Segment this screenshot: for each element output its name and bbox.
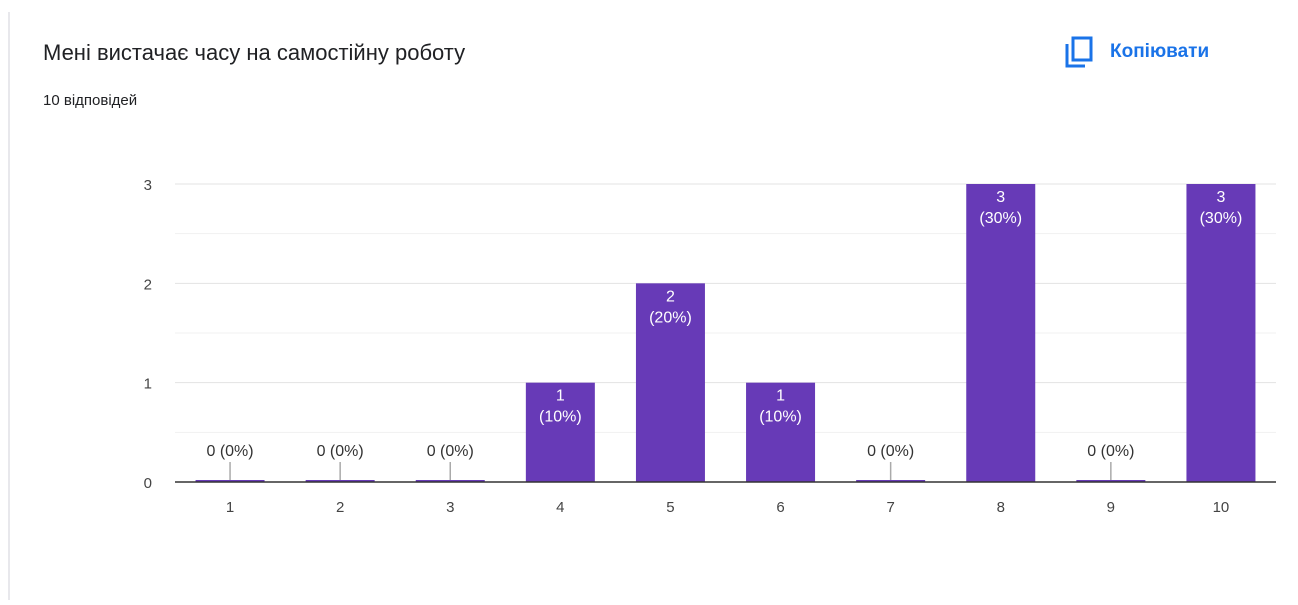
- bar-data-label: 0 (0%): [1087, 443, 1134, 460]
- x-tick-label: 1: [226, 499, 234, 516]
- x-tick-label: 8: [997, 499, 1005, 516]
- bar-data-label: (20%): [649, 309, 692, 326]
- x-tick-label: 3: [446, 499, 454, 516]
- bar-data-label: (10%): [539, 409, 582, 426]
- bar-data-label: (30%): [979, 210, 1022, 227]
- bar-data-label: (10%): [759, 409, 802, 426]
- bar: [966, 184, 1036, 482]
- y-tick-label: 0: [144, 475, 152, 492]
- x-tick-label: 6: [776, 499, 784, 516]
- response-count: 10 відповідей: [43, 92, 138, 109]
- bar-data-label: 0 (0%): [867, 443, 914, 460]
- question-title: Мені вистачає часу на самостійну роботу: [43, 40, 466, 65]
- bar-data-label: 1: [776, 388, 785, 405]
- bar-data-label: 2: [666, 288, 675, 305]
- bar-data-label: 3: [996, 189, 1005, 206]
- bar: [525, 382, 595, 482]
- bar-data-label: 0 (0%): [206, 443, 253, 460]
- x-tick-label: 9: [1107, 499, 1115, 516]
- x-tick-label: 2: [336, 499, 344, 516]
- copy-label: Копіювати: [1110, 41, 1210, 62]
- copy-button[interactable]: Копіювати: [1062, 34, 1209, 70]
- x-tick-label: 10: [1213, 499, 1230, 516]
- copy-icon: [1062, 34, 1098, 70]
- x-tick-label: 7: [886, 499, 894, 516]
- y-tick-label: 3: [144, 177, 152, 194]
- y-tick-label: 1: [144, 376, 152, 393]
- y-tick-label: 2: [144, 276, 152, 293]
- x-tick-label: 5: [666, 499, 674, 516]
- bar-data-label: 3: [1216, 189, 1225, 206]
- bar-data-label: 0 (0%): [317, 443, 364, 460]
- bar-data-label: 0 (0%): [427, 443, 474, 460]
- bar-data-label: (30%): [1200, 210, 1243, 227]
- bar-data-label: 1: [556, 388, 565, 405]
- bar: [635, 283, 705, 482]
- bar: [1186, 184, 1256, 482]
- bar: [746, 382, 816, 482]
- x-tick-label: 4: [556, 499, 564, 516]
